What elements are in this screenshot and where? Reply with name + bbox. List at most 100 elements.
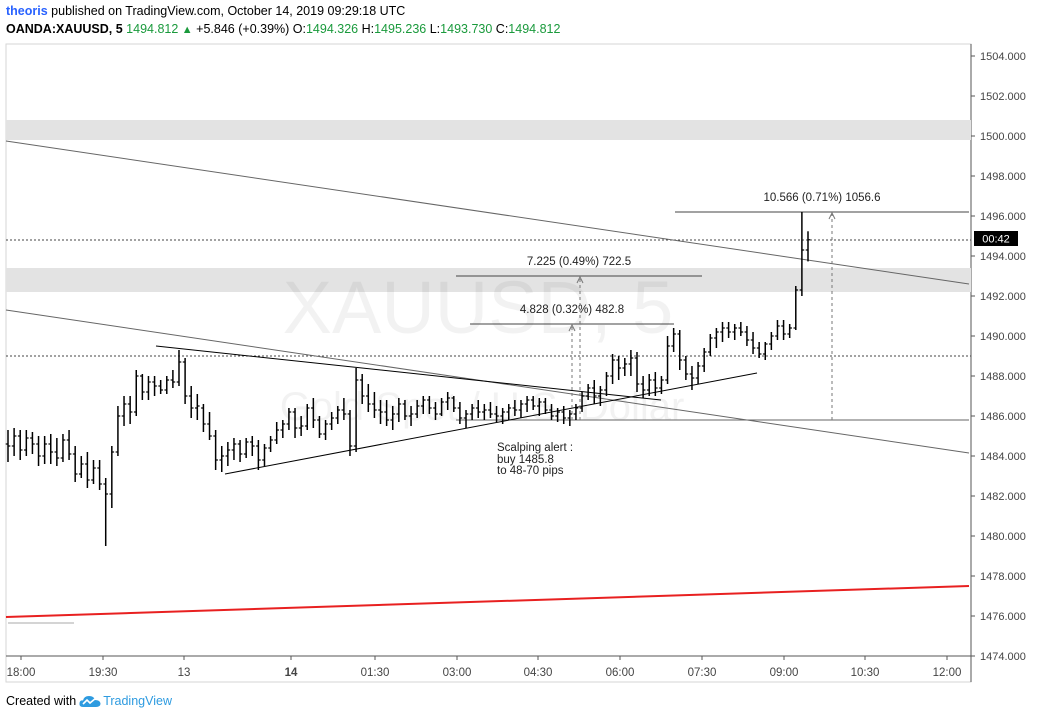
ohlc-bar: [659, 376, 664, 394]
price-tick-label: 1496.000: [980, 211, 1026, 223]
triangle-lower-line[interactable]: [224, 372, 758, 475]
measure-arrowhead: [576, 275, 584, 284]
price-bars: [5, 212, 811, 546]
ohlc-bar: [695, 362, 701, 384]
countdown-label: 00:42: [974, 231, 1018, 246]
ohlc-bar: [567, 410, 573, 426]
ohlc-bar: [30, 432, 35, 454]
ohlc-bar: [543, 398, 548, 414]
ohlc-bar: [24, 430, 29, 456]
price-tick-label: 1476.000: [980, 611, 1026, 623]
ohlc-bar: [451, 396, 457, 412]
ohlc-bar: [268, 436, 273, 452]
measure-label: 4.828 (0.32%) 482.8: [520, 304, 624, 316]
ohlc-bar: [298, 416, 304, 436]
ohlc-bar: [420, 396, 426, 414]
ohlc-bar: [188, 386, 194, 418]
ohlc-bar: [42, 436, 47, 464]
ohlc-bar: [634, 352, 640, 392]
price-tick-label: 1478.000: [980, 571, 1026, 583]
ohlc-bar: [488, 402, 493, 418]
ohlc-bar: [304, 404, 310, 430]
countdown-text: 00:42: [982, 234, 1010, 246]
time-tick-label: 19:30: [89, 667, 118, 679]
ohlc-bar: [311, 398, 316, 428]
ohlc-bar: [323, 420, 328, 440]
ohlc-bar: [72, 446, 78, 482]
ohlc-bar: [555, 408, 560, 422]
ohlc-bar: [463, 410, 469, 428]
ohlc-bar: [256, 440, 261, 470]
price-axis[interactable]: 1504.000 1502.000 1500.000 1498.000 1496.000…: [971, 51, 1026, 663]
price-tick-label: 1504.000: [980, 51, 1026, 63]
ohlc-bar: [665, 336, 670, 384]
high-value: 1495.236: [374, 22, 427, 36]
close-label: C:: [495, 22, 509, 36]
ohlc-bar: [482, 404, 487, 420]
ohlc-bar: [164, 376, 170, 394]
ohlc-bar: [378, 400, 383, 424]
time-tick-label: 04:30: [524, 667, 553, 679]
tradingview-logo[interactable]: TradingView: [79, 694, 172, 708]
ohlc-bar: [262, 444, 267, 466]
ohlc-bar: [536, 398, 542, 416]
ohlc-bar: [775, 320, 780, 340]
alert-line-2: buy 1485.8: [497, 454, 554, 466]
time-axis[interactable]: 18:00 19:30 13 14 01:30 03:00 04:30 06:00 07:30 0…: [7, 656, 962, 679]
ohlc-bar: [769, 332, 774, 350]
ohlc-bar: [85, 452, 90, 488]
ohlc-bar: [671, 328, 676, 352]
up-arrow-icon: ▲: [181, 24, 193, 36]
author-name[interactable]: theoris: [6, 4, 48, 18]
ohlc-bar: [427, 396, 432, 414]
high-label: H:: [361, 22, 375, 36]
ohlc-bar: [646, 374, 652, 396]
ohlc-bar: [390, 406, 396, 430]
price-chart[interactable]: XAUUSD, 5 Gold Spot / U.S. Dollar 4.828 …: [0, 0, 1040, 690]
ohlc-bar: [457, 402, 463, 424]
ohlc-bar: [805, 231, 811, 262]
ohlc-bar: [433, 402, 438, 420]
ohlc-bar: [707, 334, 713, 356]
ohlc-bar: [121, 396, 127, 426]
ohlc-bar: [384, 400, 389, 426]
ohlc-bar: [115, 406, 121, 456]
measurement-tools[interactable]: 4.828 (0.32%) 482.8 7.225 (0.49%) 722.5 10…: [456, 192, 969, 420]
ohlc-bar: [524, 396, 530, 412]
symbol-info-bar: OANDA:XAUUSD, 5 1494.812 ▲ +5.846 (+0.39…: [6, 22, 560, 36]
ohlc-bar: [598, 386, 603, 406]
ohlc-bar: [750, 332, 756, 354]
time-tick-label: 12:00: [933, 667, 962, 679]
scalping-alert-note[interactable]: Scalping alert : buy 1485.8 to 48-70 pip…: [497, 442, 573, 477]
ohlc-bar: [604, 372, 609, 396]
ohlc-bar: [744, 326, 750, 346]
time-tick-label: 13: [178, 667, 191, 679]
price-tick-label: 1492.000: [980, 291, 1026, 303]
ohlc-bar: [500, 408, 505, 424]
time-tick-label: 10:30: [851, 667, 880, 679]
ohlc-bar: [689, 366, 695, 390]
triangle-upper-line[interactable]: [155, 345, 662, 401]
price-tick-label: 1498.000: [980, 171, 1026, 183]
long-term-support-line[interactable]: [5, 585, 970, 618]
price-tick-label: 1480.000: [980, 531, 1026, 543]
ohlc-bar: [17, 430, 23, 460]
symbol-name: OANDA:XAUUSD, 5: [6, 22, 123, 36]
ohlc-bar: [201, 404, 206, 432]
ohlc-bar: [231, 438, 237, 460]
pivot-zone: [6, 268, 971, 292]
ohlc-bar: [317, 416, 322, 438]
price-tick-label: 1488.000: [980, 371, 1026, 383]
ohlc-bar: [91, 460, 96, 484]
ohlc-bar: [616, 356, 621, 380]
ohlc-bar: [36, 436, 41, 466]
ohlc-bar: [48, 434, 54, 464]
ohlc-bar: [249, 436, 255, 456]
ohlc-bar: [274, 422, 280, 444]
watermark-name: Gold Spot / U.S. Dollar: [280, 385, 685, 429]
ohlc-bar: [335, 406, 341, 424]
ohlc-bar: [640, 376, 646, 398]
ohlc-bar: [701, 348, 707, 372]
watermark-symbol: XAUUSD, 5: [283, 266, 674, 349]
ohlc-bar: [329, 412, 334, 430]
